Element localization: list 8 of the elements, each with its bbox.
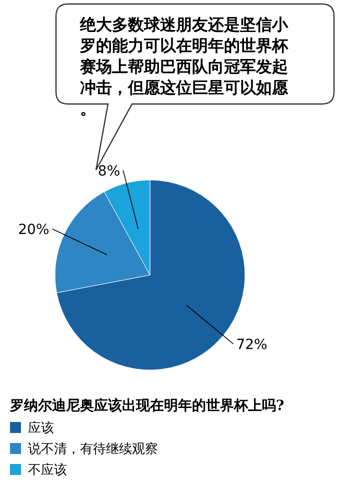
legend-label: 应该	[28, 420, 54, 436]
text: 罗纳尔迪尼奥应该出现在明年的世界杯上吗?	[9, 397, 284, 414]
data-label: 72%	[236, 336, 268, 353]
data-label: 8%	[98, 163, 120, 180]
data-label: 20%	[18, 222, 50, 238]
legend-label: 不应该	[28, 462, 67, 478]
text: 绝大多数球迷朋友还是坚信小罗的能力可以在明年的世界杯赛场上帮助巴西队向冠军发起冲击，但愿这位巨星可以如愿。	[79, 15, 289, 118]
legend-label: 说不清，有待继续观察	[28, 441, 158, 457]
